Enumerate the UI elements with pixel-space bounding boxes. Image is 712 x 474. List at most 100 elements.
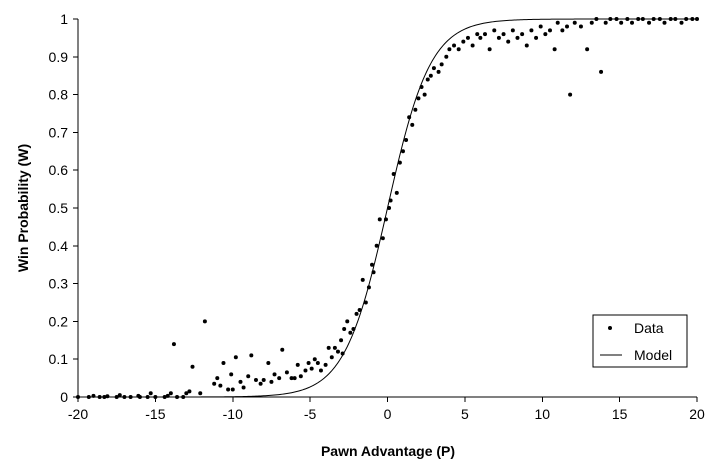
data-point	[475, 32, 480, 37]
data-point	[171, 342, 176, 347]
data-point	[184, 391, 189, 396]
data-point	[478, 35, 483, 40]
data-point	[419, 85, 424, 90]
data-point	[284, 370, 289, 375]
y-tick-label: 0.9	[49, 49, 69, 65]
legend: Data Model	[592, 314, 688, 368]
data-point	[416, 96, 421, 101]
data-point	[447, 47, 452, 52]
data-point	[524, 43, 529, 48]
data-point	[168, 391, 173, 396]
data-point	[105, 394, 110, 399]
data-point	[603, 20, 608, 25]
data-point	[585, 47, 590, 52]
data-point	[289, 376, 294, 381]
x-tick-label: 10	[534, 406, 550, 422]
data-point	[534, 35, 539, 40]
y-tick-label: 0	[60, 389, 68, 405]
data-point	[292, 376, 297, 381]
data-point	[673, 17, 678, 21]
data-point	[306, 360, 311, 365]
data-point	[647, 20, 652, 25]
data-point	[312, 357, 317, 362]
data-point	[470, 43, 475, 48]
data-point	[695, 17, 699, 21]
data-point	[363, 300, 368, 305]
data-point	[351, 326, 356, 331]
data-point	[198, 391, 203, 396]
x-tick-label: 0	[384, 406, 392, 422]
y-tick-label: 0.6	[49, 162, 69, 178]
data-point	[560, 28, 565, 33]
data-point	[329, 355, 334, 360]
data-point	[348, 330, 353, 335]
data-point	[456, 47, 461, 52]
x-tick-label: 5	[461, 406, 469, 422]
data-point	[272, 372, 277, 377]
y-tick-label: 0.5	[49, 200, 69, 216]
data-point	[444, 54, 449, 59]
axes: -20 -15 -10 -5 0 5 10 15 20 0 0.1 0.2 0.3 0.4 0.5 0.6 0.…	[49, 11, 705, 422]
data-point	[496, 35, 501, 40]
legend-data-label: Data	[634, 320, 664, 336]
data-point	[608, 17, 613, 21]
data-point	[510, 28, 515, 33]
x-axis-title: Pawn Advantage (P)	[321, 443, 455, 459]
x-tick-label: 20	[689, 406, 705, 422]
data-point	[431, 66, 436, 71]
data-point	[295, 362, 300, 367]
data-point	[387, 206, 392, 210]
data-point	[529, 28, 534, 33]
data-point	[690, 17, 695, 21]
data-point	[452, 43, 457, 48]
data-point	[413, 107, 418, 112]
data-point	[246, 374, 251, 379]
data-point	[599, 69, 604, 74]
data-point	[578, 24, 583, 29]
data-point	[436, 69, 441, 74]
data-point	[492, 28, 497, 33]
data-point	[515, 35, 520, 40]
y-tick-label: 0.8	[49, 87, 69, 103]
data-point	[594, 17, 599, 21]
data-point	[277, 376, 282, 381]
data-point	[614, 17, 619, 21]
data-point	[269, 379, 274, 384]
data-point	[374, 243, 379, 248]
data-point	[380, 236, 385, 241]
data-point	[366, 285, 371, 290]
data-point	[249, 353, 254, 358]
data-point	[215, 376, 220, 381]
data-point	[303, 368, 308, 373]
y-tick-label: 0.2	[49, 313, 69, 329]
data-point	[202, 319, 207, 324]
data-point	[668, 17, 673, 21]
data-point	[212, 381, 217, 386]
data-point	[354, 311, 359, 316]
data-point	[218, 383, 223, 388]
data-point	[190, 364, 195, 369]
data-point	[572, 20, 577, 25]
data-point	[619, 20, 624, 25]
data-point	[651, 17, 656, 21]
data-point	[684, 17, 689, 21]
y-tick-label: 0.7	[49, 124, 69, 140]
data-point	[404, 137, 409, 142]
data-point	[439, 62, 444, 67]
data-point	[370, 262, 375, 267]
plot-area	[76, 17, 699, 399]
data-point	[117, 393, 122, 398]
data-point	[422, 92, 427, 97]
data-point	[547, 28, 552, 33]
data-point	[394, 190, 399, 195]
data-point	[187, 389, 192, 394]
data-point	[425, 77, 430, 82]
data-point	[253, 377, 258, 382]
data-point	[506, 39, 511, 44]
data-point	[428, 73, 433, 78]
data-point	[397, 160, 402, 165]
data-point	[323, 362, 328, 367]
data-point	[552, 47, 557, 52]
x-tick-label: -20	[68, 406, 88, 422]
data-point	[640, 17, 645, 21]
